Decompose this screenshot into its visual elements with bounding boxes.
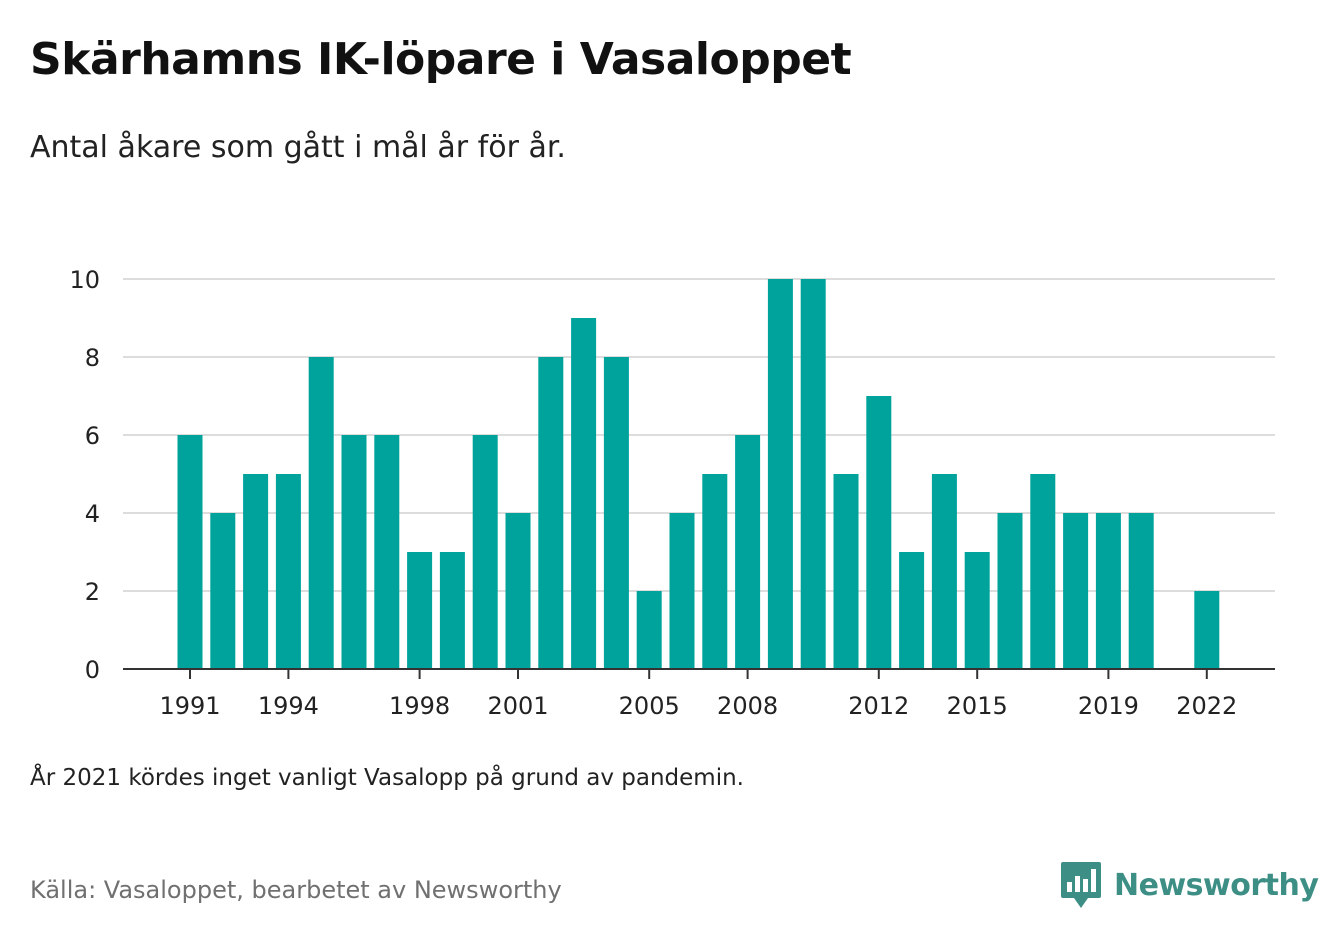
bar [669, 513, 695, 669]
bar [1128, 513, 1154, 669]
bar [899, 552, 925, 669]
bar [997, 513, 1023, 669]
bar [275, 474, 301, 669]
brand-name: Newsworthy [1114, 867, 1319, 903]
bar [636, 591, 662, 669]
x-tick-label: 2022 [1176, 692, 1237, 720]
y-tick-label: 6 [85, 422, 100, 450]
y-tick-label: 0 [85, 656, 100, 684]
x-tick-label: 2001 [487, 692, 548, 720]
bar [1095, 513, 1121, 669]
x-tick-label: 2019 [1078, 692, 1139, 720]
chart-title: Skärhamns IK-löpare i Vasaloppet [30, 34, 852, 85]
bar [964, 552, 990, 669]
x-tick-label: 2015 [947, 692, 1008, 720]
chart-subtitle: Antal åkare som gått i mål år för år. [30, 130, 566, 165]
bar [538, 357, 564, 669]
bar [571, 318, 597, 669]
x-tick-label: 1991 [159, 692, 220, 720]
bar [1063, 513, 1089, 669]
bar [374, 435, 400, 669]
source-credit: Källa: Vasaloppet, bearbetet av Newswort… [30, 876, 562, 904]
bar [407, 552, 433, 669]
bar [767, 279, 793, 669]
x-tick-label: 1998 [389, 692, 450, 720]
bar [702, 474, 728, 669]
brand-logo: Newsworthy [1060, 860, 1319, 910]
bar [243, 474, 269, 669]
x-tick-label: 2012 [848, 692, 909, 720]
bar [1030, 474, 1056, 669]
bar [603, 357, 629, 669]
bar [833, 474, 859, 669]
bar [341, 435, 367, 669]
y-tick-label: 4 [85, 500, 100, 528]
y-tick-label: 2 [85, 578, 100, 606]
bar [800, 279, 826, 669]
x-tick-label: 2008 [717, 692, 778, 720]
bar [472, 435, 498, 669]
bar [505, 513, 531, 669]
bar [177, 435, 203, 669]
bar [308, 357, 334, 669]
bar [439, 552, 465, 669]
x-tick-label: 1994 [258, 692, 319, 720]
bar [866, 396, 892, 669]
bar [210, 513, 236, 669]
bar-chart: 0 2 4 6 8 10 1991 1994 1998 2001 2005 2008 2012 2015 2… [69, 266, 1275, 720]
y-tick-label: 8 [85, 344, 100, 372]
x-tick-label: 2005 [619, 692, 680, 720]
y-tick-label: 10 [69, 266, 100, 294]
bar-chart-speech-icon [1061, 862, 1101, 908]
bar [931, 474, 957, 669]
bar [1194, 591, 1220, 669]
footnote: År 2021 kördes inget vanligt Vasalopp på… [30, 765, 744, 791]
bar [735, 435, 761, 669]
